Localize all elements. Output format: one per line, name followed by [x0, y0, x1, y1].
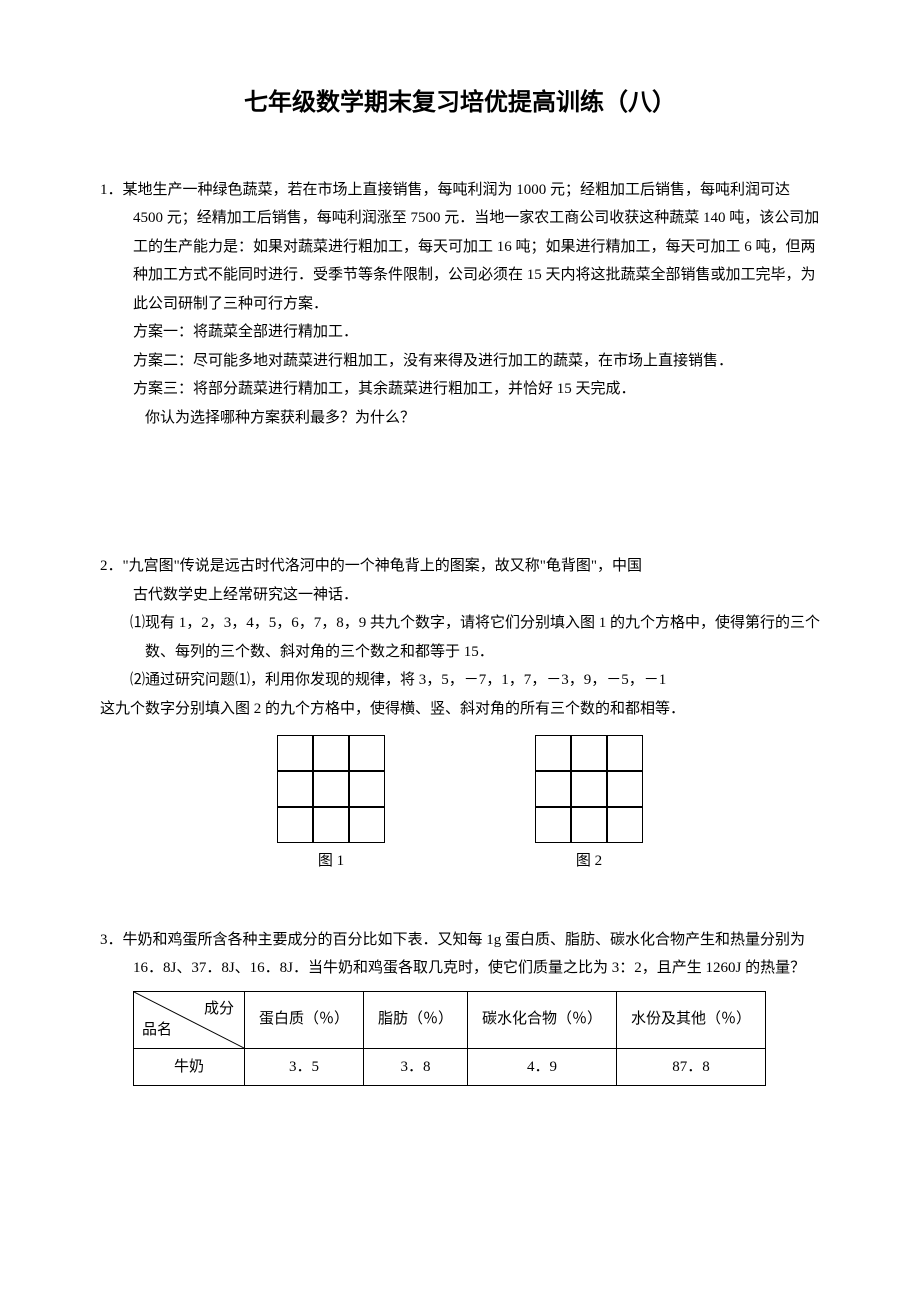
problem-3: 3．牛奶和鸡蛋所含各种主要成分的百分比如下表．又知每 1g 蛋白质、脂肪、碳水化… — [100, 926, 820, 1087]
problem-1-text: 1．某地生产一种绿色蔬菜，若在市场上直接销售，每吨利润为 1000 元；经粗加工… — [100, 176, 820, 319]
grid-2-label: 图 2 — [576, 847, 602, 876]
q2-num: 2． — [100, 558, 123, 574]
grid-cell — [313, 735, 349, 771]
cell-val: 4．9 — [468, 1048, 617, 1086]
grid-2-wrap: 图 2 — [535, 735, 643, 876]
col-water: 水份及其他（％） — [617, 991, 766, 1048]
q3-text: 3．牛奶和鸡蛋所含各种主要成分的百分比如下表．又知每 1g 蛋白质、脂肪、碳水化… — [100, 926, 820, 983]
page-title: 七年级数学期末复习培优提高训练（八） — [100, 80, 820, 126]
grid-cell — [535, 735, 571, 771]
grid-cell — [277, 735, 313, 771]
q1-option-3: 方案三：将部分蔬菜进行精加工，其余蔬菜进行粗加工，并恰好 15 天完成． — [100, 375, 820, 404]
col-carb: 碳水化合物（％） — [468, 991, 617, 1048]
q3-body: 牛奶和鸡蛋所含各种主要成分的百分比如下表．又知每 1g 蛋白质、脂肪、碳水化合物… — [123, 932, 806, 977]
grid-cell — [607, 771, 643, 807]
grids-container: 图 1 图 2 — [100, 735, 820, 876]
q3-num: 3． — [100, 932, 123, 948]
cell-val: 87．8 — [617, 1048, 766, 1086]
grid-cell — [313, 771, 349, 807]
q1-body: 某地生产一种绿色蔬菜，若在市场上直接销售，每吨利润为 1000 元；经粗加工后销… — [123, 182, 820, 312]
grid-cell — [571, 807, 607, 843]
cell-val: 3．8 — [364, 1048, 468, 1086]
grid-cell — [571, 735, 607, 771]
grid-2 — [535, 735, 643, 843]
grid-1-wrap: 图 1 — [277, 735, 385, 876]
grid-cell — [277, 771, 313, 807]
nutrition-table: 成分 品名 蛋白质（％） 脂肪（％） 碳水化合物（％） 水份及其他（％） 牛奶 … — [133, 991, 766, 1087]
grid-cell — [607, 735, 643, 771]
q2-line1: 2．"九宫图"传说是远古时代洛河中的一个神龟背上的图案，故又称"龟背图"，中国 — [100, 552, 820, 581]
q2-line1b: 古代数学史上经常研究这一神话． — [100, 581, 820, 610]
row-name: 牛奶 — [134, 1048, 245, 1086]
grid-cell — [349, 807, 385, 843]
col-fat: 脂肪（％） — [364, 991, 468, 1048]
q1-option-1: 方案一：将蔬菜全部进行精加工． — [100, 318, 820, 347]
grid-cell — [277, 807, 313, 843]
q1-option-2: 方案二：尽可能多地对蔬菜进行粗加工，没有来得及进行加工的蔬菜，在市场上直接销售． — [100, 347, 820, 376]
q1-num: 1． — [100, 182, 123, 198]
diag-bot-label: 品名 — [142, 1016, 172, 1045]
grid-cell — [607, 807, 643, 843]
cell-val: 3．5 — [245, 1048, 364, 1086]
diag-top-label: 成分 — [204, 995, 234, 1024]
problem-2: 2．"九宫图"传说是远古时代洛河中的一个神龟背上的图案，故又称"龟背图"，中国 … — [100, 552, 820, 876]
grid-cell — [571, 771, 607, 807]
grid-1 — [277, 735, 385, 843]
grid-cell — [313, 807, 349, 843]
grid-1-label: 图 1 — [318, 847, 344, 876]
diag-header: 成分 品名 — [134, 991, 245, 1048]
grid-cell — [349, 735, 385, 771]
table-row: 牛奶 3．5 3．8 4．9 87．8 — [134, 1048, 766, 1086]
grid-cell — [349, 771, 385, 807]
q1-ask: 你认为选择哪种方案获利最多？为什么？ — [100, 404, 820, 433]
q2-sub2: ⑵通过研究问题⑴，利用你发现的规律，将 3，5，－7，1，7，－3，9，－5，－… — [100, 666, 820, 695]
col-protein: 蛋白质（％） — [245, 991, 364, 1048]
grid-cell — [535, 771, 571, 807]
grid-cell — [535, 807, 571, 843]
q2-sub1: ⑴现有 1，2，3，4，5，6，7，8，9 共九个数字，请将它们分别填入图 1 … — [100, 609, 820, 666]
q2-p1: "九宫图"传说是远古时代洛河中的一个神龟背上的图案，故又称"龟背图"，中国 — [123, 558, 643, 574]
q2-sub2b: 这九个数字分别填入图 2 的九个方格中，使得横、竖、斜对角的所有三个数的和都相等… — [100, 695, 820, 724]
problem-1: 1．某地生产一种绿色蔬菜，若在市场上直接销售，每吨利润为 1000 元；经粗加工… — [100, 176, 820, 433]
table-row: 成分 品名 蛋白质（％） 脂肪（％） 碳水化合物（％） 水份及其他（％） — [134, 991, 766, 1048]
